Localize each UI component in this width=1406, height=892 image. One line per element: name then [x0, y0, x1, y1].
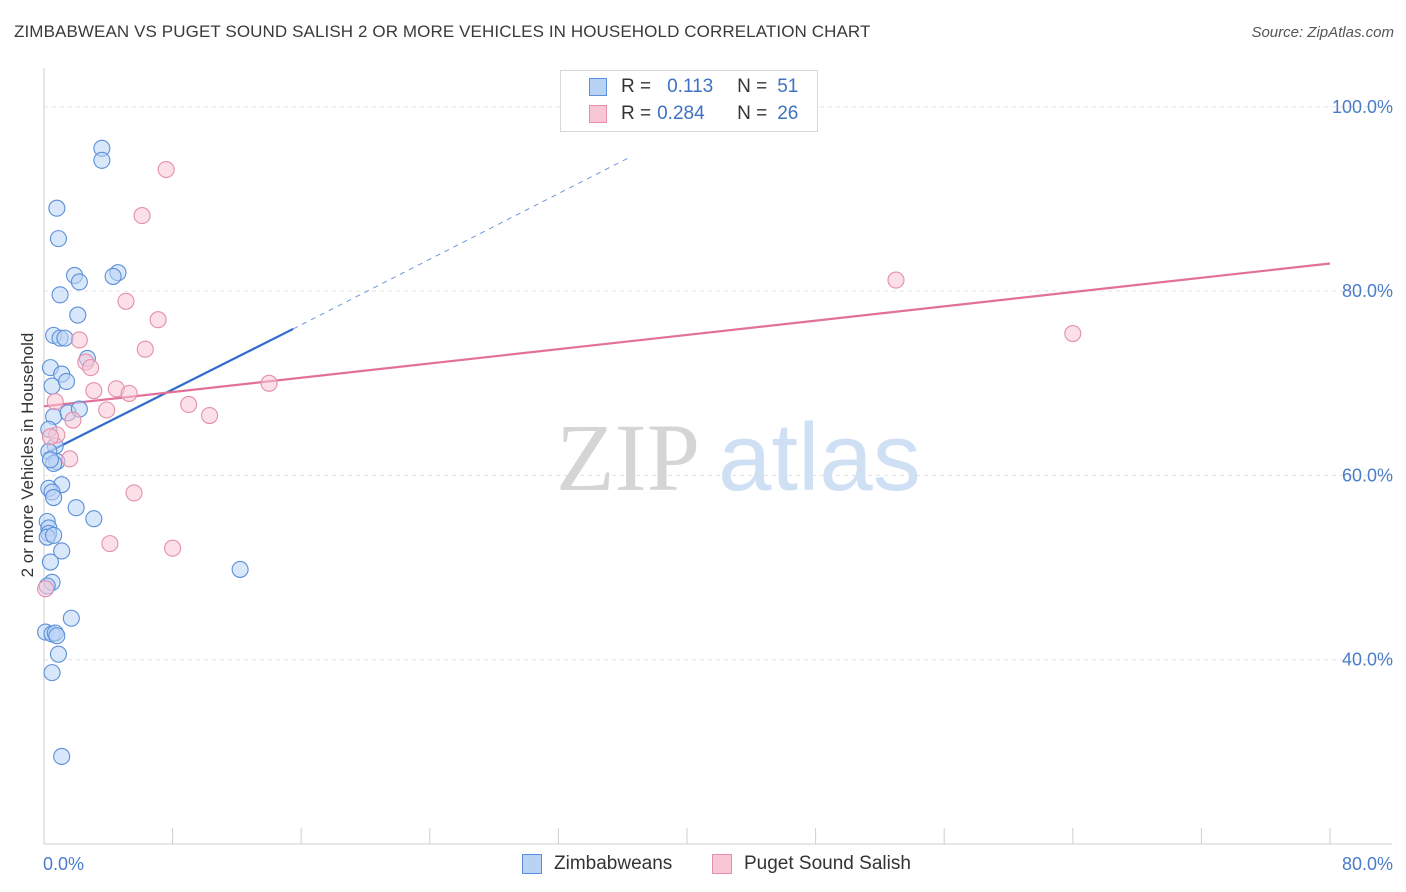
- trendlines: [43, 157, 1331, 456]
- point-salish: [98, 401, 116, 419]
- point-zimbabwean: [62, 609, 80, 627]
- point-zimbabwean: [93, 151, 111, 169]
- point-zimbabwean: [67, 499, 85, 517]
- legend-row-zimbabweans: R = 0.113 N = 51: [589, 74, 798, 100]
- point-salish: [85, 382, 103, 400]
- watermark-atlas: atlas: [718, 404, 921, 511]
- y-tick-label: 40.0%: [1342, 650, 1393, 670]
- point-zimbabwean: [231, 560, 249, 578]
- point-zimbabwean: [41, 553, 59, 571]
- legend-r-value: 0.284: [657, 103, 705, 124]
- point-salish: [157, 160, 175, 179]
- bottom-legend-swatch-blue: [522, 854, 542, 874]
- point-salish: [887, 271, 905, 289]
- point-salish: [260, 374, 278, 392]
- y-tick-label: 60.0%: [1342, 465, 1393, 485]
- point-zimbabwean: [53, 747, 71, 766]
- watermark-zip: ZIP: [556, 404, 700, 511]
- point-zimbabwean: [48, 199, 66, 217]
- trendline-salish: [43, 262, 1331, 408]
- point-salish: [164, 539, 182, 557]
- y-tick-label: 100.0%: [1332, 97, 1393, 117]
- trendline-extension: [292, 157, 630, 330]
- source-label: Source: ZipAtlas.com: [1251, 24, 1394, 41]
- point-zimbabwean: [69, 306, 87, 324]
- point-salish: [70, 331, 88, 349]
- legend-r-value: 0.113: [667, 76, 714, 97]
- bottom-legend-salish: Puget Sound Salish: [712, 852, 911, 876]
- stats-legend: R = 0.113 N = 51 R = 0.284 N = 26: [560, 70, 818, 132]
- data-points: [37, 139, 1082, 766]
- point-salish: [64, 411, 82, 429]
- point-zimbabwean: [49, 230, 68, 248]
- point-zimbabwean: [85, 510, 103, 528]
- point-salish: [125, 484, 143, 502]
- legend-row-salish: R = 0.284 N = 26: [589, 101, 798, 127]
- point-salish: [1064, 324, 1082, 343]
- x-tick-label-min: 0.0%: [43, 854, 84, 874]
- point-zimbabwean: [70, 273, 88, 291]
- point-zimbabwean: [57, 372, 76, 390]
- bottom-legend-label: Puget Sound Salish: [744, 853, 911, 874]
- legend-r-label: R =: [621, 76, 652, 97]
- point-zimbabwean: [49, 645, 68, 663]
- point-zimbabwean: [41, 451, 59, 469]
- y-axis-label: 2 or more Vehicles in Household: [18, 333, 37, 578]
- point-salish: [37, 580, 55, 598]
- point-salish: [180, 395, 198, 414]
- point-zimbabwean: [43, 377, 61, 395]
- chart-title: ZIMBABWEAN VS PUGET SOUND SALISH 2 OR MO…: [14, 22, 871, 41]
- legend-r-label: R =: [621, 103, 652, 124]
- point-zimbabwean: [48, 627, 66, 645]
- y-tick-labels: 40.0% 60.0% 80.0% 100.0%: [1332, 97, 1393, 670]
- point-zimbabwean: [43, 664, 61, 682]
- point-zimbabwean: [56, 329, 74, 347]
- point-salish: [82, 359, 100, 377]
- point-zimbabwean: [104, 267, 122, 285]
- legend-n-value: 51: [777, 76, 799, 97]
- point-salish: [46, 393, 64, 411]
- x-tick-label-max: 80.0%: [1342, 854, 1393, 874]
- point-salish: [120, 384, 138, 402]
- point-zimbabwean: [45, 526, 63, 544]
- legend-n-label: N =: [737, 103, 768, 124]
- point-salish: [133, 207, 151, 225]
- bottom-legend-zimbabweans: Zimbabweans: [522, 852, 672, 876]
- legend-n-label: N =: [737, 76, 768, 97]
- point-salish: [101, 535, 119, 553]
- y-tick-label: 80.0%: [1342, 281, 1393, 301]
- point-zimbabwean: [53, 542, 71, 560]
- bottom-legend-label: Zimbabweans: [554, 853, 673, 874]
- point-salish: [61, 450, 79, 468]
- point-salish: [149, 311, 167, 329]
- point-zimbabwean: [45, 488, 63, 507]
- legend-swatch-pink: [589, 105, 607, 123]
- bottom-legend-swatch-pink: [712, 854, 732, 874]
- grid-lines: [44, 106, 1392, 661]
- point-salish: [117, 292, 135, 310]
- legend-swatch-blue: [589, 78, 607, 96]
- point-salish: [201, 406, 219, 425]
- point-salish: [136, 340, 154, 358]
- legend-n-value: 26: [777, 103, 799, 124]
- watermark: ZIP atlas: [556, 404, 921, 511]
- point-zimbabwean: [51, 286, 69, 304]
- point-salish: [41, 428, 59, 446]
